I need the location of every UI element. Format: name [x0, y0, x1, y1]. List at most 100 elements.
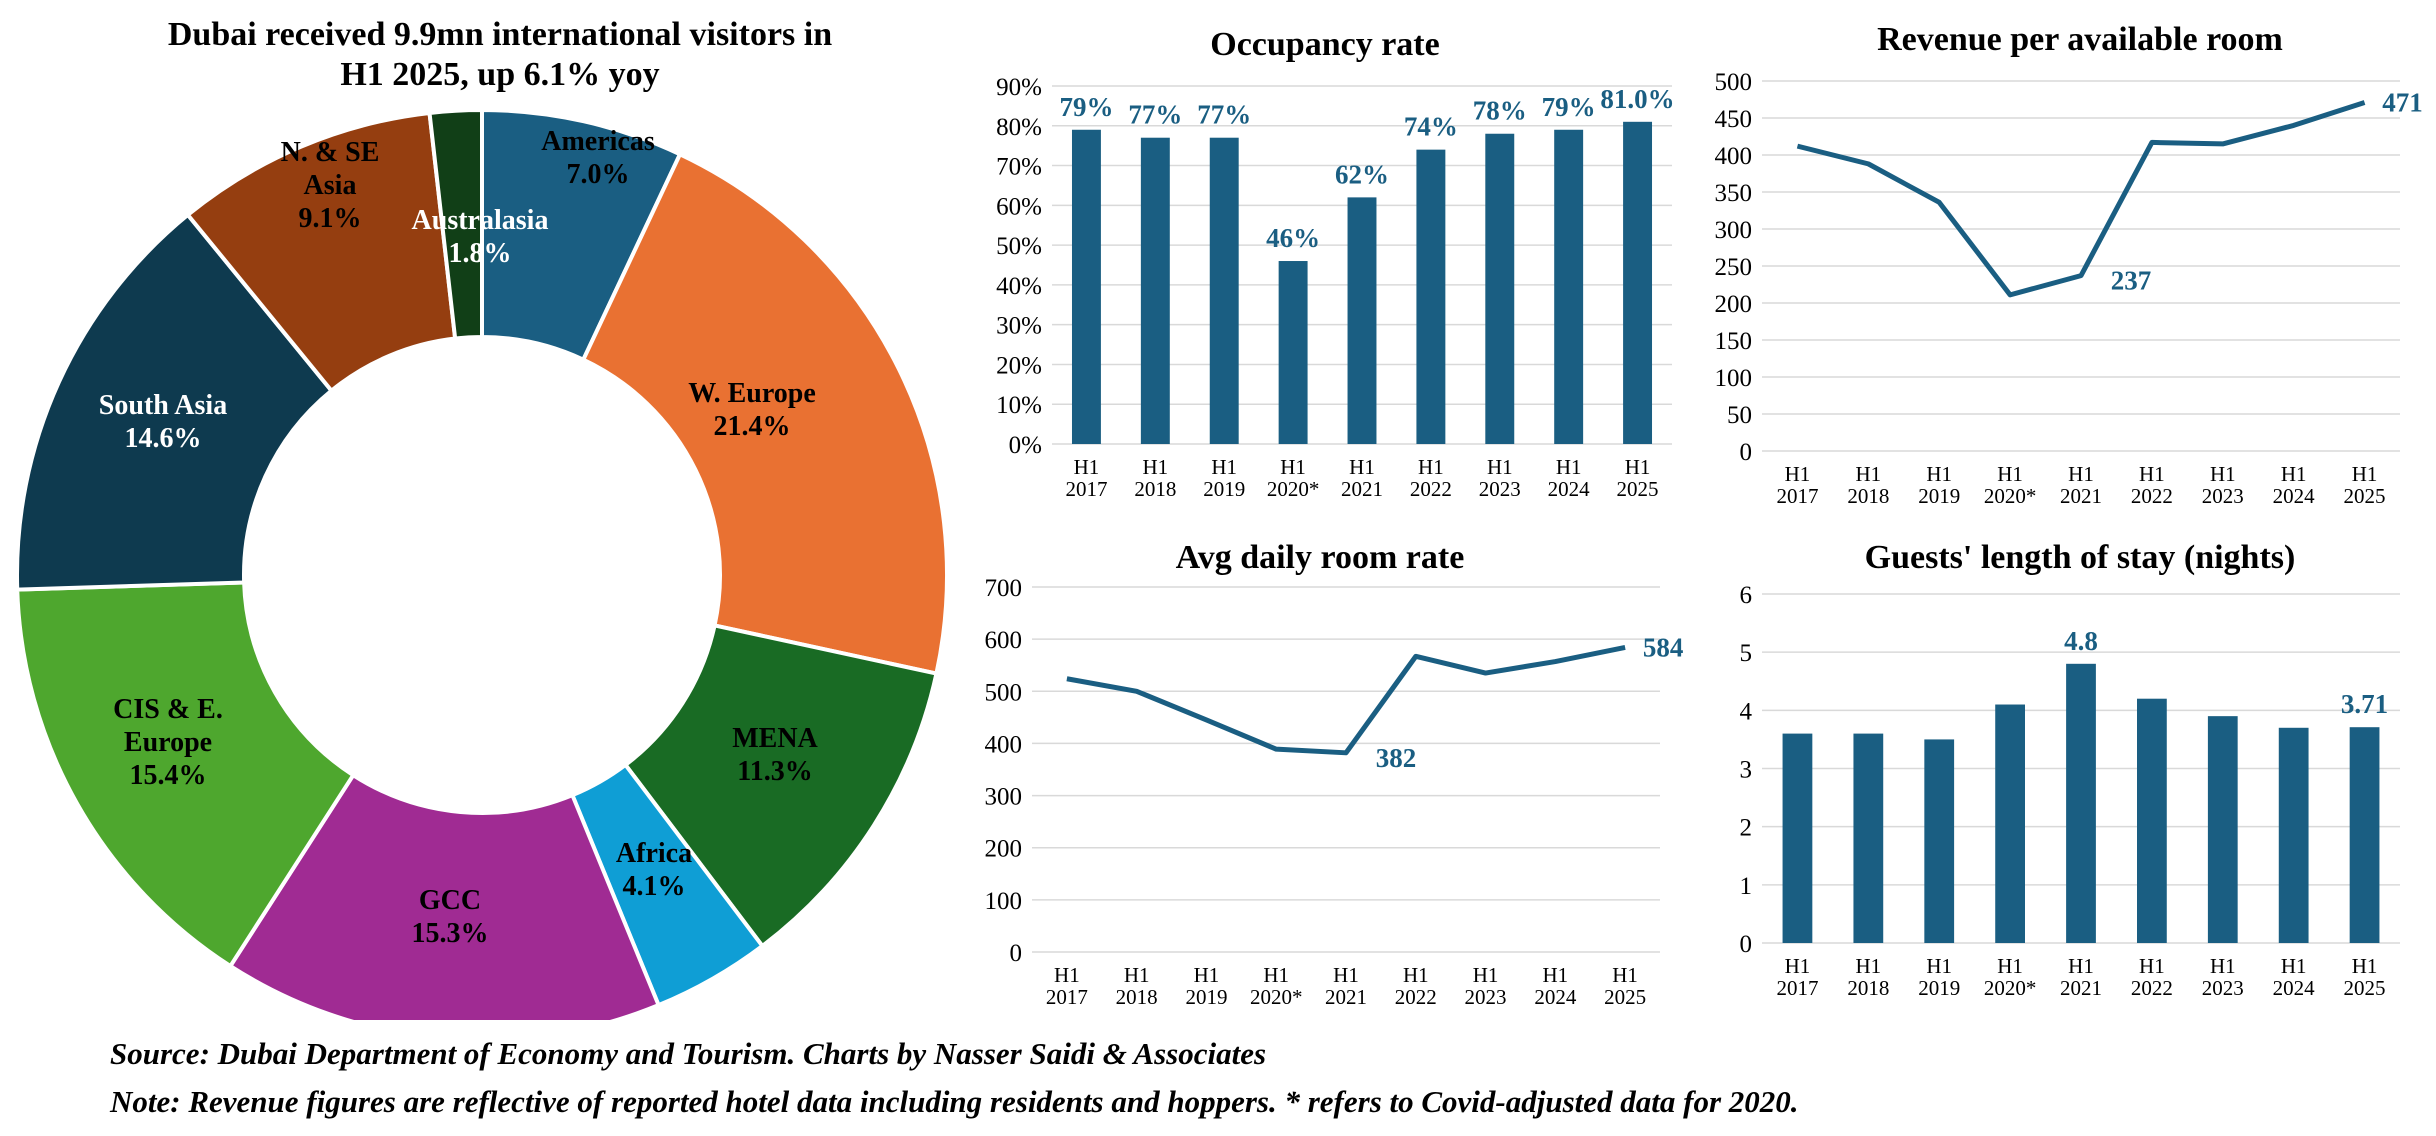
y-tick-label: 40% — [996, 273, 1042, 300]
x-tick-label: H1 2018 — [1116, 963, 1158, 1009]
y-tick-label: 3 — [1740, 757, 1753, 784]
y-tick-label: 300 — [1715, 217, 1753, 244]
x-tick-label: H1 2023 — [1465, 963, 1507, 1009]
bar — [1782, 733, 1813, 943]
y-tick-label: 100 — [1715, 365, 1753, 392]
pie-slice — [427, 107, 484, 341]
data-label: 46% — [1266, 223, 1320, 253]
pie-slice-label: N. & SE Asia 9.1% — [281, 137, 380, 234]
pie-slice-label: GCC 15.3% — [412, 885, 489, 949]
y-tick-label: 60% — [996, 193, 1042, 220]
pie-title: Dubai received 9.9mn international visit… — [168, 16, 832, 93]
pie-slice-label: Australasia 1.8% — [412, 205, 549, 269]
x-tick-label: H1 2021 — [1325, 963, 1367, 1009]
data-label: 79% — [1059, 92, 1113, 122]
y-tick-label: 250 — [1715, 254, 1753, 281]
y-tick-label: 500 — [985, 679, 1023, 706]
x-tick-label: H1 2024 — [2273, 462, 2316, 508]
y-tick-label: 350 — [1715, 180, 1753, 207]
pie-slice-label: W. Europe 21.4% — [688, 378, 816, 442]
x-tick-label: H1 2021 — [2060, 462, 2102, 508]
x-tick-label: H1 2019 — [1203, 455, 1245, 501]
x-tick-label: H1 2022 — [1410, 455, 1452, 501]
bar — [2278, 727, 2309, 943]
x-tick-label: H1 2024 — [1548, 455, 1591, 501]
bar — [1347, 197, 1377, 444]
data-label: 584 — [1643, 632, 1684, 662]
series-line — [1066, 645, 1626, 756]
y-tick-label: 600 — [985, 627, 1023, 654]
bar — [1140, 137, 1170, 444]
bar — [2066, 663, 2096, 943]
bar — [1278, 261, 1308, 444]
x-tick-label: H1 2020* — [1267, 455, 1320, 501]
x-tick-label: H1 2023 — [1479, 455, 1521, 501]
y-tick-label: 700 — [985, 575, 1023, 602]
x-tick-label: H1 2017 — [1776, 954, 1818, 1000]
visitor-share-donut-chart: Dubai received 9.9mn international visit… — [15, 16, 949, 1020]
chart-title: Revenue per available room — [1877, 21, 2283, 58]
y-tick-label: 0 — [1740, 931, 1753, 958]
y-tick-label: 20% — [996, 352, 1042, 379]
pie-slice-label: Americas 7.0% — [541, 126, 655, 190]
pie-slice-label: Africa 4.1% — [616, 838, 692, 902]
revpar-chart: Revenue per available room 0 50 100 150 200 25… — [1715, 21, 2423, 508]
y-tick-label: 400 — [985, 731, 1023, 758]
x-tick-label: H1 2022 — [2131, 462, 2173, 508]
x-tick-label: H1 2017 — [1065, 455, 1107, 501]
bar — [1924, 739, 1955, 943]
pie-slice — [580, 151, 949, 676]
x-tick-label: H1 2020* — [1984, 462, 2037, 508]
chart-title: Guests' length of stay (nights) — [1865, 539, 2296, 576]
y-tick-label: 80% — [996, 114, 1042, 141]
x-tick-label: H1 2019 — [1918, 462, 1960, 508]
x-tick-label: H1 2025 — [2344, 954, 2386, 1000]
chart-title: Avg daily room rate — [1176, 539, 1465, 576]
avg-daily-rate-chart: Avg daily room rate 0 100 200 300 400 500 600 70… — [985, 539, 1684, 1009]
x-tick-label: H1 2019 — [1185, 963, 1227, 1009]
bar — [1209, 137, 1239, 444]
y-tick-label: 400 — [1715, 143, 1753, 170]
x-tick-label: H1 2020* — [1984, 954, 2037, 1000]
y-tick-label: 10% — [996, 392, 1042, 419]
bar — [1623, 121, 1653, 445]
bar — [1853, 733, 1884, 943]
data-label: 237 — [2111, 266, 2152, 296]
y-tick-label: 200 — [985, 836, 1023, 863]
pie-slice — [15, 212, 335, 592]
pie-slice-label: South Asia 14.6% — [99, 390, 227, 454]
bar — [1995, 704, 2025, 943]
data-label: 471 — [2382, 87, 2423, 117]
bar — [2349, 727, 2380, 943]
data-label: 78% — [1473, 96, 1527, 126]
pie-slice-label: CIS & E. Europe 15.4% — [113, 694, 223, 791]
y-tick-label: 0% — [1009, 432, 1042, 459]
x-tick-label: H1 2024 — [2273, 954, 2316, 1000]
y-tick-label: 6 — [1740, 582, 1753, 609]
y-tick-label: 90% — [996, 74, 1042, 101]
y-tick-label: 50 — [1727, 402, 1752, 429]
y-tick-label: 200 — [1715, 291, 1753, 318]
bar — [1554, 129, 1584, 444]
x-tick-label: H1 2021 — [2060, 954, 2102, 1000]
x-tick-label: H1 2018 — [1134, 455, 1176, 501]
y-tick-label: 1 — [1740, 873, 1753, 900]
data-label: 74% — [1404, 112, 1458, 142]
x-tick-label: H1 2017 — [1046, 963, 1088, 1009]
y-tick-label: 5 — [1740, 640, 1753, 667]
data-label: 62% — [1335, 159, 1389, 189]
x-tick-label: H1 2020* — [1250, 963, 1303, 1009]
x-tick-label: H1 2018 — [1847, 954, 1889, 1000]
data-label: 77% — [1128, 100, 1182, 130]
y-tick-label: 300 — [985, 784, 1023, 811]
y-tick-label: 4 — [1740, 698, 1753, 725]
x-tick-label: H1 2025 — [1604, 963, 1646, 1009]
source-note: Source: Dubai Department of Economy and … — [110, 1036, 1267, 1071]
bar — [1485, 133, 1515, 444]
x-tick-label: H1 2019 — [1918, 954, 1960, 1000]
bar — [2137, 698, 2167, 943]
data-label: 382 — [1376, 743, 1417, 773]
x-tick-label: H1 2023 — [2202, 954, 2244, 1000]
x-tick-label: H1 2025 — [2344, 462, 2386, 508]
x-tick-label: H1 2024 — [1534, 963, 1577, 1009]
